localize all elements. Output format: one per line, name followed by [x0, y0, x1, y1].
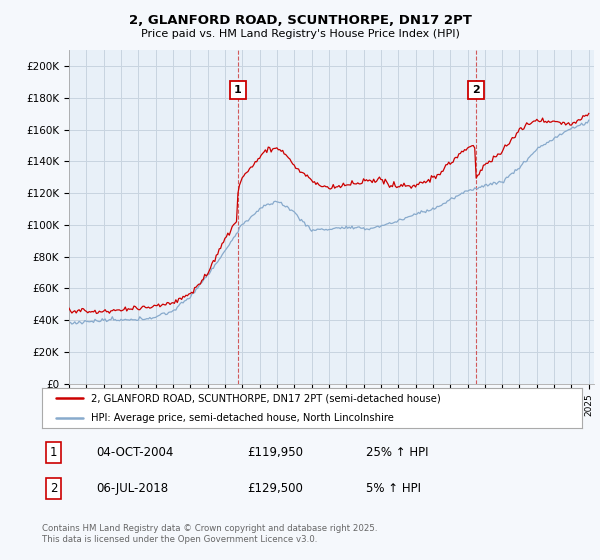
Text: 1: 1: [50, 446, 58, 459]
Text: Contains HM Land Registry data © Crown copyright and database right 2025.
This d: Contains HM Land Registry data © Crown c…: [42, 524, 377, 544]
Text: 5% ↑ HPI: 5% ↑ HPI: [366, 482, 421, 494]
Text: 1: 1: [234, 85, 242, 95]
Text: £119,950: £119,950: [247, 446, 303, 459]
Text: £129,500: £129,500: [247, 482, 303, 494]
Text: Price paid vs. HM Land Registry's House Price Index (HPI): Price paid vs. HM Land Registry's House …: [140, 29, 460, 39]
Text: 04-OCT-2004: 04-OCT-2004: [96, 446, 173, 459]
Text: 2, GLANFORD ROAD, SCUNTHORPE, DN17 2PT (semi-detached house): 2, GLANFORD ROAD, SCUNTHORPE, DN17 2PT (…: [91, 393, 440, 403]
Text: 2: 2: [472, 85, 480, 95]
Text: 25% ↑ HPI: 25% ↑ HPI: [366, 446, 428, 459]
Text: 06-JUL-2018: 06-JUL-2018: [96, 482, 168, 494]
Text: 2, GLANFORD ROAD, SCUNTHORPE, DN17 2PT: 2, GLANFORD ROAD, SCUNTHORPE, DN17 2PT: [128, 14, 472, 27]
Text: HPI: Average price, semi-detached house, North Lincolnshire: HPI: Average price, semi-detached house,…: [91, 413, 394, 423]
Text: 2: 2: [50, 482, 58, 494]
